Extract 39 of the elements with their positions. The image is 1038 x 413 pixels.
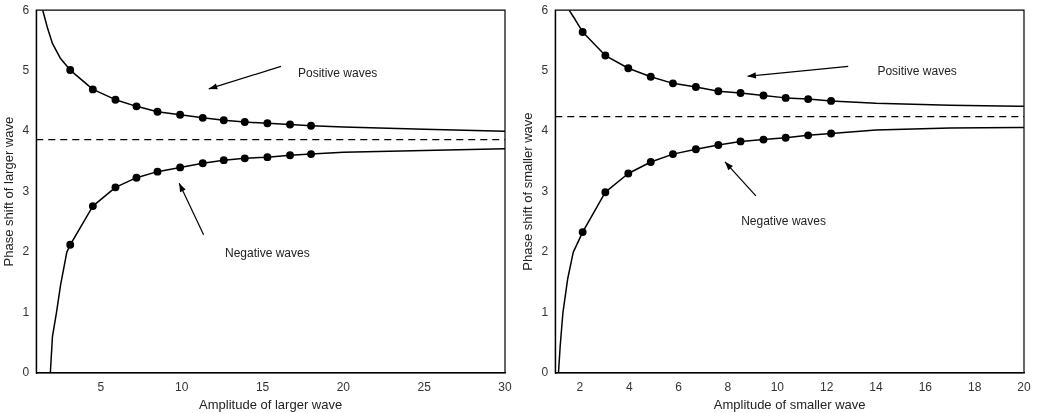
y-tick-label: 0	[541, 365, 549, 380]
x-tick-label: 18	[967, 379, 982, 394]
x-axis-title: Amplitude of larger wave	[199, 396, 343, 412]
y-tick-label: 1	[541, 304, 549, 319]
x-tick-label: 15	[255, 379, 270, 394]
x-tick-label: 20	[336, 379, 351, 394]
x-tick-label: 16	[918, 379, 933, 394]
y-tick-label: 3	[22, 183, 30, 198]
y-tick-label: 2	[541, 244, 549, 259]
x-tick-label: 8	[724, 379, 732, 394]
y-axis-title: Phase shift of larger wave	[1, 116, 17, 267]
x-tick-label: 20	[1017, 379, 1031, 394]
y-tick-label: 6	[22, 2, 30, 17]
annotation: Negative waves	[225, 245, 310, 260]
y-axis-title: Phase shift of smaller wave	[520, 112, 536, 271]
annotation: Positive waves	[297, 65, 378, 80]
y-tick-label: 4	[541, 123, 549, 138]
annotation: Positive waves	[877, 63, 957, 78]
y-tick-label: 3	[541, 183, 549, 198]
x-tick-label: 4	[625, 379, 633, 394]
point	[286, 120, 294, 129]
x-axis-title: Amplitude of smaller wave	[713, 396, 866, 412]
y-tick-label: 5	[541, 62, 549, 77]
y-tick-label: 2	[22, 244, 30, 259]
y-tick-label: 0	[22, 365, 30, 380]
y-tick-label: 1	[22, 304, 30, 319]
x-tick-label: 14	[869, 379, 883, 394]
annotation: Negative waves	[741, 214, 826, 229]
x-tick-label: 12	[819, 379, 834, 394]
y-tick-label: 5	[22, 62, 30, 77]
x-tick-label: 30	[498, 379, 512, 394]
x-tick-label: 10	[770, 379, 785, 394]
x-tick-label: 6	[675, 379, 683, 394]
x-tick-label: 5	[97, 379, 105, 394]
y-tick-label: 6	[541, 2, 549, 17]
x-tick-label: 25	[417, 379, 432, 394]
y-tick-label: 4	[22, 123, 30, 138]
x-tick-label: 10	[175, 379, 189, 394]
x-tick-label: 2	[576, 379, 584, 394]
